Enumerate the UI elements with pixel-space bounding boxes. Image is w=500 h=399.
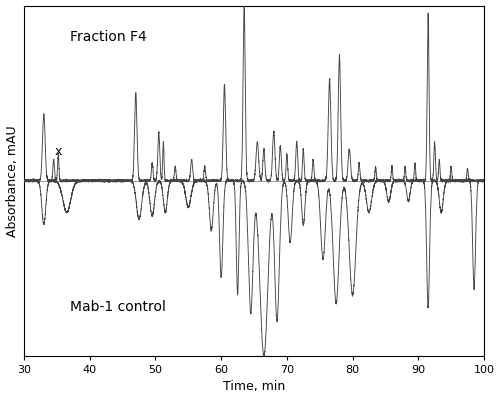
Text: Fraction F4: Fraction F4 (70, 30, 147, 44)
Text: x: x (54, 145, 62, 158)
X-axis label: Time, min: Time, min (223, 380, 285, 393)
Text: Mab-1 control: Mab-1 control (70, 300, 166, 314)
Y-axis label: Absorbance, mAU: Absorbance, mAU (6, 125, 18, 237)
